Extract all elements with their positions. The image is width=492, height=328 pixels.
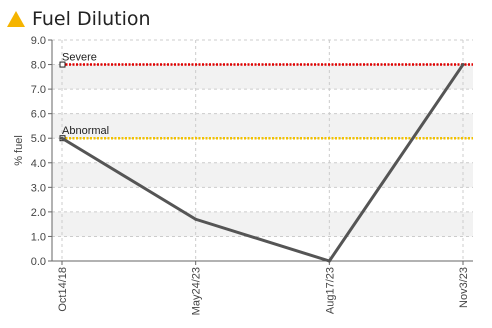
x-tick-label-1: May24/23	[191, 267, 203, 315]
band-7	[52, 64, 473, 90]
y-tick-label-6: 6.0	[31, 109, 46, 121]
data-point-3	[461, 63, 465, 67]
severe-threshold-marker	[59, 61, 66, 68]
alternating-bands	[52, 64, 473, 237]
warning-triangle-icon	[7, 11, 25, 27]
y-tick-labels: 0.0 1.0 2.0 3.0 4.0 5.0 6.0 7.0 8.0 9.0	[31, 35, 52, 268]
y-tick-label-4: 4.0	[31, 158, 46, 170]
y-tick-label-7: 7.0	[31, 84, 46, 96]
y-tick-label-1: 1.0	[31, 231, 46, 243]
data-point-0	[60, 136, 64, 140]
y-axis-label: % fuel	[13, 135, 25, 166]
x-tick-labels: Oct14/18 May24/23 Aug17/23 Nov3/23	[57, 261, 470, 315]
series-lines	[60, 63, 465, 263]
axes	[51, 40, 473, 262]
x-tick-label-3: Nov3/23	[458, 267, 470, 308]
band-5	[52, 113, 473, 139]
data-point-2	[327, 259, 331, 263]
y-tick-label-3: 3.0	[31, 182, 46, 194]
y-tick-label-8: 8.0	[31, 60, 46, 72]
abnormal-threshold-label: Abnormal	[62, 125, 109, 137]
band-1	[52, 211, 473, 237]
x-tick-label-0: Oct14/18	[57, 267, 69, 312]
y-tick-label-5: 5.0	[31, 133, 46, 145]
y-tick-label-0: 0.0	[31, 256, 46, 268]
threshold-lines: Severe Abnormal	[59, 52, 473, 142]
band-3	[52, 162, 473, 188]
y-tick-label-2: 2.0	[31, 207, 46, 219]
data-point-1	[194, 217, 198, 221]
y-tick-label-9: 9.0	[31, 35, 46, 47]
x-tick-label-2: Aug17/23	[324, 267, 336, 314]
chart-header: Fuel Dilution	[6, 6, 151, 32]
chart-title: Fuel Dilution	[32, 8, 151, 30]
severe-threshold-label: Severe	[62, 52, 97, 64]
series-line-0	[61, 63, 465, 263]
